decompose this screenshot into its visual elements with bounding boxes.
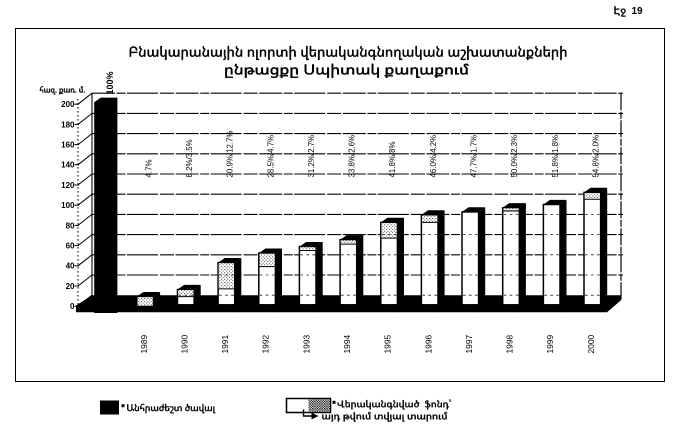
svg-text:1996: 1996 [423,335,433,354]
svg-text:20: 20 [66,282,75,291]
svg-text:100: 100 [61,201,75,210]
svg-text:33.8%/2.6%: 33.8%/2.6% [348,135,357,178]
svg-text:1991: 1991 [220,335,230,354]
svg-text:120: 120 [61,181,75,190]
svg-text:1992: 1992 [261,335,271,354]
svg-text:1997: 1997 [464,335,474,354]
svg-text:28.5%/4.7%: 28.5%/4.7% [266,135,275,178]
svg-text:41.8%/8%: 41.8%/8% [388,142,397,178]
svg-text:1998: 1998 [505,335,515,354]
svg-text:140: 140 [61,161,75,170]
svg-text:46.0%/4.2%: 46.0%/4.2% [429,135,438,178]
svg-text:100%: 100% [105,71,115,94]
svg-text:54.8%/2.0%: 54.8%/2.0% [592,135,601,178]
svg-text:31.2%/2.7%: 31.2%/2.7% [307,135,316,178]
svg-text:4.7%: 4.7% [144,160,153,178]
svg-text:50.0%/2.3%: 50.0%/2.3% [510,135,519,178]
svg-text:160: 160 [61,141,75,150]
svg-text:40: 40 [66,262,75,271]
svg-text:19: 19 [632,6,644,17]
svg-text:200: 200 [61,100,75,109]
svg-text:0: 0 [70,302,75,311]
svg-text:47.7%/1.7%: 47.7%/1.7% [470,135,479,178]
svg-text:1993: 1993 [301,335,311,354]
svg-text:80: 80 [66,221,75,230]
svg-text:1989: 1989 [139,335,149,354]
svg-text:20.9%/12.7%: 20.9%/12.7% [226,131,235,178]
svg-text:8.2%/3.5%: 8.2%/3.5% [185,139,194,177]
svg-text:1999: 1999 [545,335,555,354]
svg-text:180: 180 [61,120,75,129]
svg-text:1994: 1994 [342,335,352,354]
svg-text:51.8%/1.8%: 51.8%/1.8% [551,135,560,178]
svg-text:1995: 1995 [383,335,393,354]
svg-text:1990: 1990 [179,335,189,354]
svg-text:2000: 2000 [586,335,596,354]
svg-text:60: 60 [66,242,75,251]
